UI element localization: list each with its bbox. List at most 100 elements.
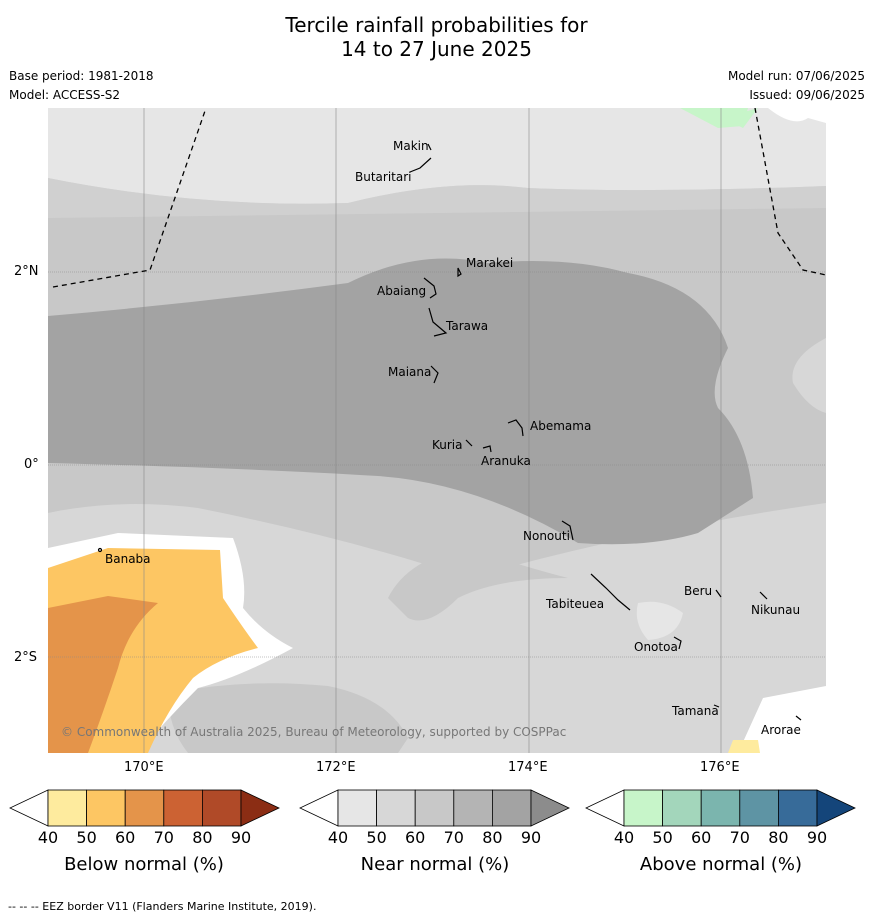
atoll-label-abemama: Abemama bbox=[530, 419, 591, 433]
colorbar-segment bbox=[662, 789, 702, 827]
atoll-outline-nikunau bbox=[759, 591, 768, 600]
title-line-2: 14 to 27 June 2025 bbox=[341, 37, 532, 61]
colorbar-title-above: Above normal (%) bbox=[639, 854, 803, 875]
above-50-top-2 bbox=[723, 108, 758, 128]
atoll-label-marakei: Marakei bbox=[466, 256, 513, 270]
colorbar-tick-label: 40 bbox=[37, 828, 59, 847]
colorbar-title-below: Below normal (%) bbox=[64, 854, 224, 875]
base-period: Base period: 1981-2018 bbox=[9, 69, 154, 83]
below-50-bottom-right bbox=[728, 740, 760, 753]
colorbar-segment bbox=[739, 789, 779, 827]
atoll-label-banaba: Banaba bbox=[105, 552, 151, 566]
colorbar-tick-label: 40 bbox=[327, 828, 349, 847]
atoll-outline-abaiang bbox=[423, 277, 437, 299]
lon-label-170e: 170°E bbox=[124, 760, 164, 775]
atoll-label-arorae: Arorae bbox=[761, 723, 801, 737]
atoll-outline-tarawa bbox=[428, 307, 448, 337]
atoll-label-onotoa: Onotoa bbox=[634, 640, 678, 654]
atoll-label-beru: Beru bbox=[684, 584, 712, 598]
white-bottom-right bbox=[738, 686, 826, 753]
colorbar-segment bbox=[337, 789, 377, 827]
atoll-label-aranuka: Aranuka bbox=[481, 454, 531, 468]
atoll-outlines bbox=[97, 143, 802, 721]
atoll-label-butaritari: Butaritari bbox=[355, 170, 412, 184]
atoll-label-maiana: Maiana bbox=[388, 365, 431, 379]
atoll-outline-kuria bbox=[465, 439, 473, 447]
model-name: Model: ACCESS-S2 bbox=[9, 88, 121, 102]
colorbar-segment-max bbox=[816, 789, 856, 827]
colorbar-segment-min bbox=[9, 789, 49, 827]
atoll-outline-tabiteuea bbox=[590, 573, 631, 611]
colorbar-segment bbox=[376, 789, 416, 827]
atoll-outline-arorae bbox=[795, 715, 802, 721]
colorbar-segment bbox=[623, 789, 663, 827]
near-70-lobe-southwest bbox=[168, 683, 408, 753]
colorbar-segment bbox=[778, 789, 818, 827]
probability-map: Makin Butaritari Marakei Abaiang Tarawa … bbox=[48, 108, 826, 753]
atoll-label-abaiang: Abaiang bbox=[377, 284, 426, 298]
colorbar-segment bbox=[700, 789, 741, 827]
colorbar-tick-label: 90 bbox=[806, 828, 828, 847]
lat-label-2s: 2°S bbox=[14, 650, 38, 665]
atoll-label-tarawa: Tarawa bbox=[445, 319, 488, 333]
colorbar-segment bbox=[86, 789, 126, 827]
atoll-outline-banaba bbox=[97, 547, 103, 553]
colorbar-tick-label: 80 bbox=[768, 828, 789, 847]
colorbar-tick-label: 80 bbox=[192, 828, 213, 847]
colorbar-segment-min bbox=[299, 789, 339, 827]
title-line-1: Tercile rainfall probabilities for bbox=[285, 13, 588, 37]
near-70-lobe-south bbox=[388, 548, 568, 621]
colorbars bbox=[9, 789, 856, 827]
atoll-label-nonouti: Nonouti bbox=[523, 529, 570, 543]
colorbar-tick-label: 40 bbox=[613, 828, 635, 847]
atoll-outline-makin bbox=[427, 143, 432, 151]
lon-label-172e: 172°E bbox=[316, 760, 356, 775]
colorbar-segment bbox=[414, 789, 455, 827]
atoll-outline-marakei bbox=[457, 267, 462, 278]
issued-date: Issued: 09/06/2025 bbox=[749, 88, 865, 102]
colorbar-segment bbox=[453, 789, 493, 827]
colorbar-below-normal bbox=[9, 789, 280, 827]
graticule bbox=[48, 108, 826, 753]
lon-label-176e: 176°E bbox=[700, 760, 740, 775]
colorbar-tick-label: 50 bbox=[76, 828, 97, 847]
atoll-label-tamana: Tamana bbox=[671, 704, 719, 718]
colorbar-tick-label: 60 bbox=[405, 828, 426, 847]
near-60-pocket-east bbox=[792, 338, 826, 413]
eez-border-east bbox=[754, 108, 826, 276]
atoll-label-makin: Makin bbox=[393, 139, 429, 153]
atoll-outline-nonouti bbox=[561, 520, 574, 541]
colorbar-tick-label: 60 bbox=[115, 828, 136, 847]
atoll-label-nikunau: Nikunau bbox=[751, 603, 800, 617]
colorbar-segment bbox=[201, 789, 242, 827]
colorbar-tick-label: 90 bbox=[230, 828, 252, 847]
colorbar-segment bbox=[124, 789, 165, 827]
colorbar-title-near: Near normal (%) bbox=[360, 854, 510, 875]
lon-label-174e: 174°E bbox=[508, 760, 548, 775]
colorbar-tick-label: 80 bbox=[482, 828, 503, 847]
colorbar-segment bbox=[491, 789, 532, 827]
colorbar-segment bbox=[47, 789, 87, 827]
near-80-region bbox=[48, 258, 753, 545]
atoll-outline-onotoa bbox=[673, 636, 682, 650]
colorbar-tick-label: 50 bbox=[366, 828, 387, 847]
copyright-notice: © Commonwealth of Australia 2025, Bureau… bbox=[61, 725, 566, 739]
eez-footnote: -- -- -- EEZ border V11 (Flanders Marine… bbox=[8, 900, 317, 913]
colorbar-tick-label: 70 bbox=[153, 828, 174, 847]
colorbar-segment bbox=[163, 789, 203, 827]
model-run: Model run: 07/06/2025 bbox=[727, 69, 865, 83]
colorbar-tick-label: 50 bbox=[652, 828, 673, 847]
colorbar-tick-label: 60 bbox=[691, 828, 712, 847]
lat-label-2n: 2°N bbox=[14, 264, 39, 279]
colorbar-tick-label: 70 bbox=[443, 828, 464, 847]
atoll-outline-butaritari bbox=[409, 157, 432, 173]
atoll-label-kuria: Kuria bbox=[432, 438, 463, 452]
white-top-right bbox=[663, 108, 826, 123]
atoll-outline-maiana bbox=[430, 365, 439, 384]
colorbar-tick-label: 90 bbox=[520, 828, 542, 847]
atoll-outline-abemama bbox=[507, 419, 524, 437]
above-50-top bbox=[680, 108, 748, 128]
below-70-region bbox=[48, 596, 158, 753]
colorbar-near-normal bbox=[299, 789, 570, 827]
atoll-outline-tamana bbox=[713, 704, 720, 708]
